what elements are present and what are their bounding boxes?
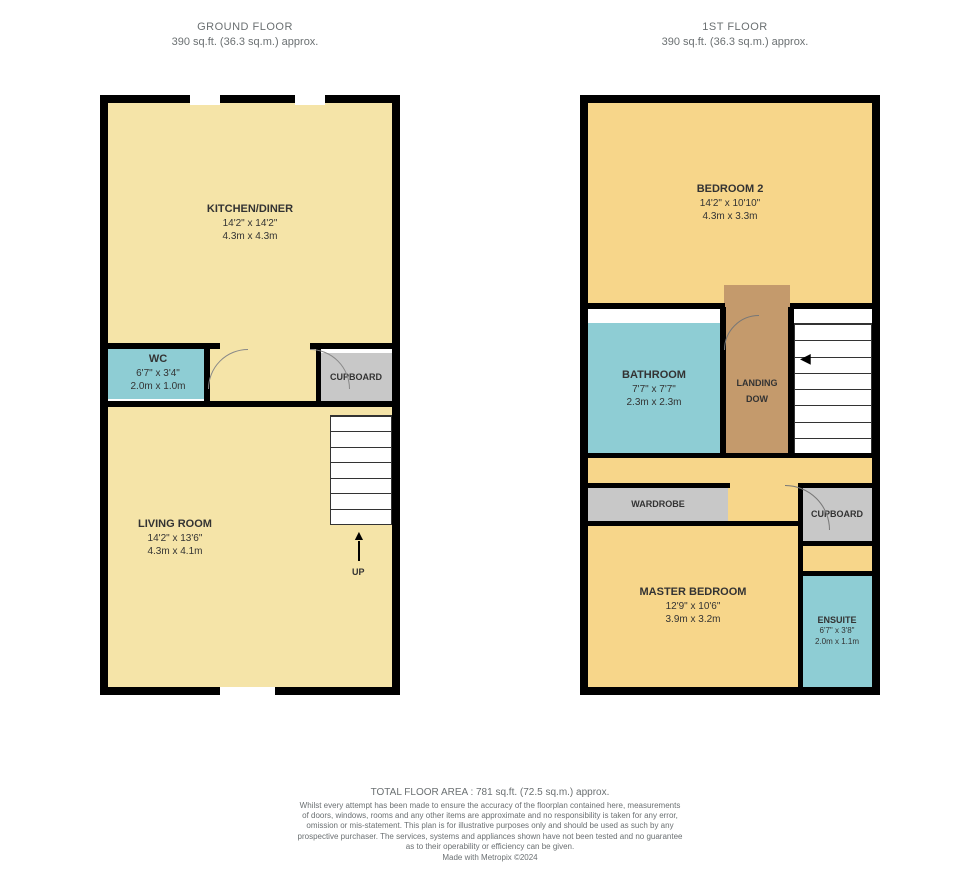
master-imp: 12'9" x 10'6" xyxy=(666,600,721,614)
disclaimer-1: Whilst every attempt has been made to en… xyxy=(0,801,980,811)
bath-name: BATHROOM xyxy=(622,368,686,383)
ensuite-imp: 6'7" x 3'8" xyxy=(820,626,855,637)
disclaimer-5: as to their operability or efficiency ca… xyxy=(0,842,980,852)
first-area: 390 sq.ft. (36.3 sq.m.) approx. xyxy=(662,35,809,50)
first-floor-header: 1ST FLOOR 390 sq.ft. (36.3 sq.m.) approx… xyxy=(662,20,809,51)
bed2-imp: 14'2" x 10'10" xyxy=(700,197,760,211)
kitchen-met: 4.3m x 4.3m xyxy=(222,230,277,244)
ground-floor-plan: KITCHEN/DINER 14'2" x 14'2" 4.3m x 4.3m … xyxy=(100,95,400,695)
ground-area: 390 sq.ft. (36.3 sq.m.) approx. xyxy=(172,35,319,50)
bedroom-2: BEDROOM 2 14'2" x 10'10" 4.3m x 3.3m xyxy=(588,103,872,303)
living-met: 4.3m x 4.1m xyxy=(138,545,212,559)
bath-imp: 7'7" x 7'7" xyxy=(632,383,676,397)
wardrobe: WARDROBE xyxy=(588,487,728,521)
stair-arrow-line xyxy=(358,541,360,561)
bath-met: 2.3m x 2.3m xyxy=(626,396,681,410)
floor-headers: GROUND FLOOR 390 sq.ft. (36.3 sq.m.) app… xyxy=(0,20,980,51)
ensuite-name: ENSUITE xyxy=(817,614,856,626)
down-label: DOW xyxy=(746,393,768,405)
landing-label: LANDING xyxy=(737,377,778,389)
wc-imp: 6'7" x 3'4" xyxy=(136,367,180,381)
disclaimer-3: omission or mis-statement. This plan is … xyxy=(0,821,980,831)
wc-name: WC xyxy=(149,352,167,367)
master-met: 3.9m x 3.2m xyxy=(665,613,720,627)
living-name: LIVING ROOM xyxy=(138,517,212,532)
gap-fill xyxy=(802,543,872,573)
stairs-first xyxy=(794,323,872,455)
floor-plans: KITCHEN/DINER 14'2" x 14'2" 4.3m x 4.3m … xyxy=(0,95,980,735)
wc-met: 2.0m x 1.0m xyxy=(130,380,185,394)
bed2-met: 4.3m x 3.3m xyxy=(702,210,757,224)
stairs-ground xyxy=(330,415,392,525)
stair-arrow-first: ◀ xyxy=(800,350,811,367)
first-floor-plan: BEDROOM 2 14'2" x 10'10" 4.3m x 3.3m BAT… xyxy=(580,95,880,695)
disclaimer-2: of doors, windows, rooms and any other i… xyxy=(0,811,980,821)
kitchen-name: KITCHEN/DINER xyxy=(207,202,293,217)
ground-title: GROUND FLOOR xyxy=(172,20,319,35)
master-name: MASTER BEDROOM xyxy=(640,585,747,600)
disclaimer-6: Made with Metropix ©2024 xyxy=(0,853,980,863)
ensuite: ENSUITE 6'7" x 3'8" 2.0m x 1.1m xyxy=(802,575,872,687)
up-label: UP xyxy=(352,567,365,577)
wardrobe-label: WARDROBE xyxy=(631,498,685,510)
living-imp: 14'2" x 13'6" xyxy=(138,532,212,546)
footer: TOTAL FLOOR AREA : 781 sq.ft. (72.5 sq.m… xyxy=(0,786,980,863)
master-bedroom: MASTER BEDROOM 12'9" x 10'6" 3.9m x 3.2m xyxy=(588,525,798,687)
landing: LANDING DOW xyxy=(724,285,790,457)
total-area: TOTAL FLOOR AREA : 781 sq.ft. (72.5 sq.m… xyxy=(0,786,980,799)
bed2-name: BEDROOM 2 xyxy=(697,182,764,197)
first-title: 1ST FLOOR xyxy=(662,20,809,35)
ensuite-met: 2.0m x 1.1m xyxy=(815,637,859,648)
kitchen-imp: 14'2" x 14'2" xyxy=(223,217,278,231)
ground-floor-header: GROUND FLOOR 390 sq.ft. (36.3 sq.m.) app… xyxy=(172,20,319,51)
disclaimer-4: prospective purchaser. The services, sys… xyxy=(0,832,980,842)
kitchen-diner: KITCHEN/DINER 14'2" x 14'2" 4.3m x 4.3m xyxy=(108,103,392,343)
wc: WC 6'7" x 3'4" 2.0m x 1.0m xyxy=(108,347,208,399)
bathroom: BATHROOM 7'7" x 7'7" 2.3m x 2.3m xyxy=(588,323,720,455)
